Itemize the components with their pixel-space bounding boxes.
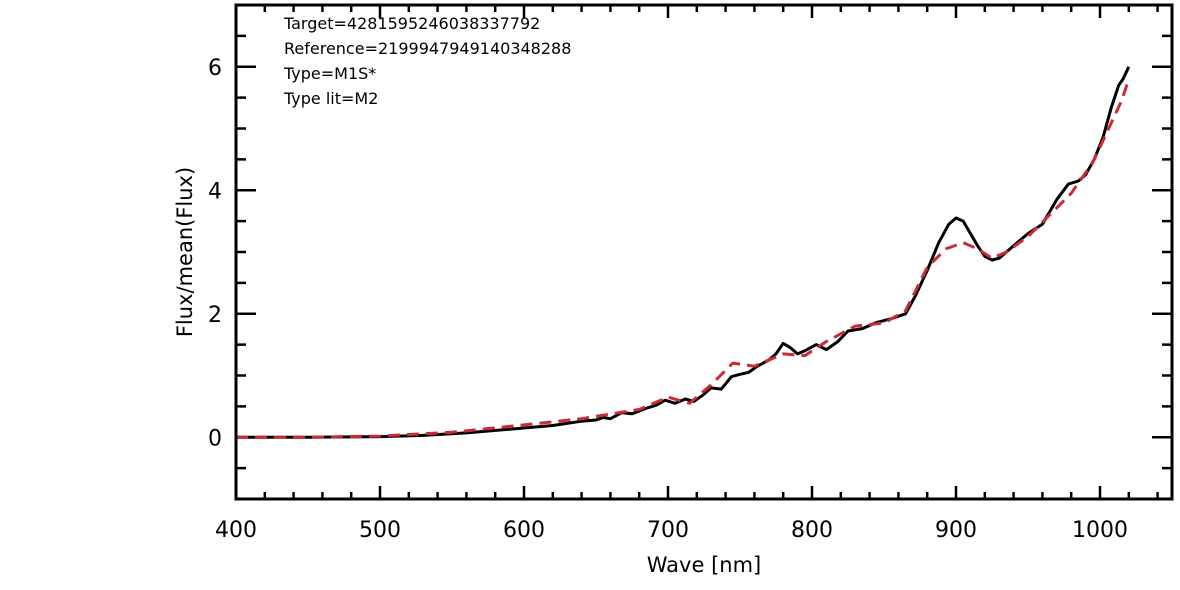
x-axis-label: Wave [nm] xyxy=(647,553,761,577)
x-tick-label: 1000 xyxy=(1072,518,1128,543)
annotation-type: Type=M1S* xyxy=(283,64,376,83)
x-tick-label: 800 xyxy=(791,518,833,543)
annotation-type-lit: Type lit=M2 xyxy=(283,89,378,108)
x-tick-label: 400 xyxy=(215,518,257,543)
annotation-block: Target=4281595246038337792 Reference=219… xyxy=(283,14,571,108)
axis-ticks xyxy=(234,3,1172,501)
y-tick-label: 6 xyxy=(208,56,222,81)
x-tick-labels: 400 500 600 700 800 900 1000 xyxy=(215,518,1128,543)
y-tick-label: 4 xyxy=(208,179,222,204)
y-axis-label: Flux/mean(Flux) xyxy=(173,167,197,337)
y-tick-label: 0 xyxy=(208,426,222,451)
x-tick-label: 700 xyxy=(647,518,689,543)
annotation-reference: Reference=2199947949140348288 xyxy=(284,39,571,58)
x-tick-label: 600 xyxy=(503,518,545,543)
y-tick-labels: 0 2 4 6 xyxy=(208,56,222,452)
series-reference-line xyxy=(236,78,1131,439)
series-group xyxy=(236,66,1131,439)
series-target-line xyxy=(236,66,1131,439)
plot-frame xyxy=(234,3,1174,501)
x-tick-label: 900 xyxy=(935,518,977,543)
annotation-target: Target=4281595246038337792 xyxy=(283,14,540,33)
x-tick-label: 500 xyxy=(359,518,401,543)
y-tick-label: 2 xyxy=(208,303,222,328)
